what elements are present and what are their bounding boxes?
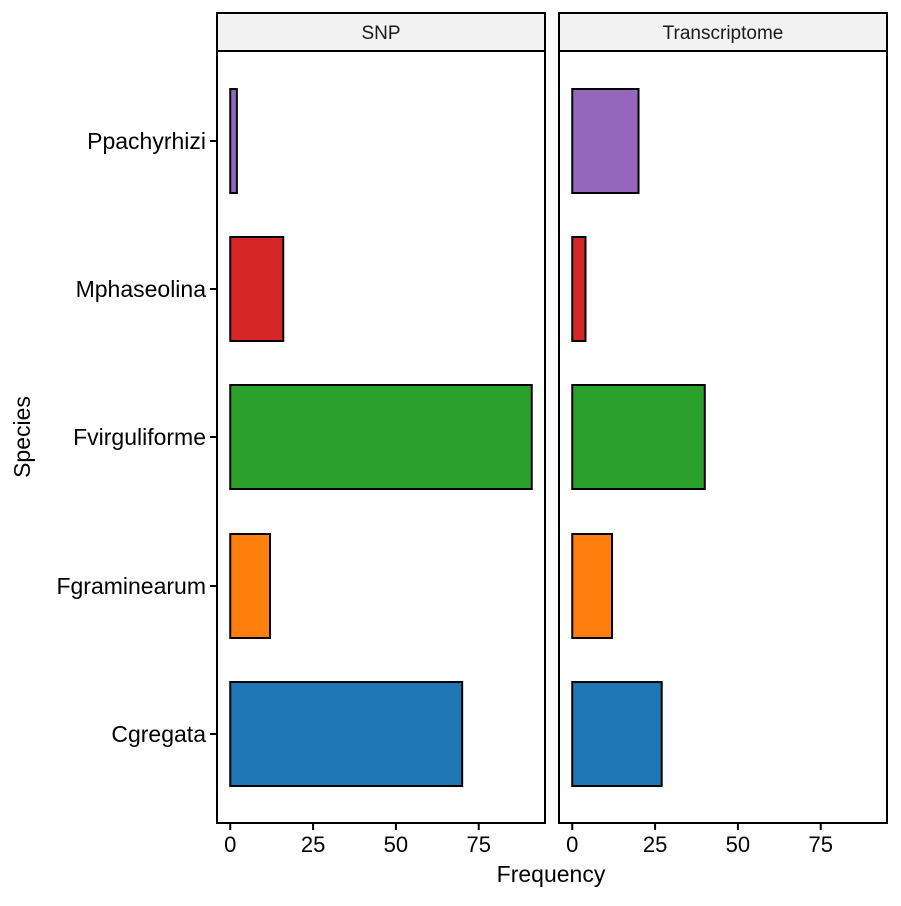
x-tick-label: 25 xyxy=(643,832,667,857)
bar-fvirguliforme xyxy=(229,384,533,490)
panel-transcriptome: Transcriptome xyxy=(558,12,888,824)
y-axis: Ppachyrhizi Mphaseolina Fvirguliforme Fgram… xyxy=(56,128,217,747)
bar-fgraminearum xyxy=(571,533,614,639)
panel-snp: SNP xyxy=(216,12,546,824)
x-tick-label: 0 xyxy=(224,832,236,857)
x-tick-label: 50 xyxy=(384,832,408,857)
bar-fvirguliforme xyxy=(571,384,706,490)
panel-strip xyxy=(216,12,546,52)
bar-cgregata xyxy=(571,681,663,787)
x-tick-label: 25 xyxy=(301,832,325,857)
bar-mphaseolina xyxy=(571,236,587,342)
x-axes: 0 25 50 75 0 25 50 75 xyxy=(224,823,833,857)
x-tick-label: 0 xyxy=(566,832,578,857)
panel-title: Transcriptome xyxy=(663,23,784,44)
y-tick-label: Fgraminearum xyxy=(56,573,206,599)
y-tick-label: Cgregata xyxy=(111,721,206,747)
x-axis-title: Frequency xyxy=(497,861,606,887)
x-axis-snp: 0 25 50 75 xyxy=(224,823,491,857)
chart-panels: SNP Transcriptome xyxy=(216,12,888,824)
bar-cgregata xyxy=(229,681,464,787)
bar-mphaseolina xyxy=(229,236,285,342)
y-tick-label: Ppachyrhizi xyxy=(87,128,206,154)
x-tick-label: 75 xyxy=(466,832,490,857)
x-axis-transcriptome: 0 25 50 75 xyxy=(566,823,833,857)
y-tick-label: Fvirguliforme xyxy=(73,424,206,450)
panel-title: SNP xyxy=(361,23,400,44)
bar-fgraminearum xyxy=(229,533,272,639)
y-tick-label: Mphaseolina xyxy=(76,276,207,302)
x-tick-label: 50 xyxy=(726,832,750,857)
y-axis-title: Species xyxy=(9,396,35,478)
bar-ppachyrhizi xyxy=(571,88,640,194)
x-tick-label: 75 xyxy=(808,832,832,857)
bar-ppachyrhizi xyxy=(229,88,238,194)
